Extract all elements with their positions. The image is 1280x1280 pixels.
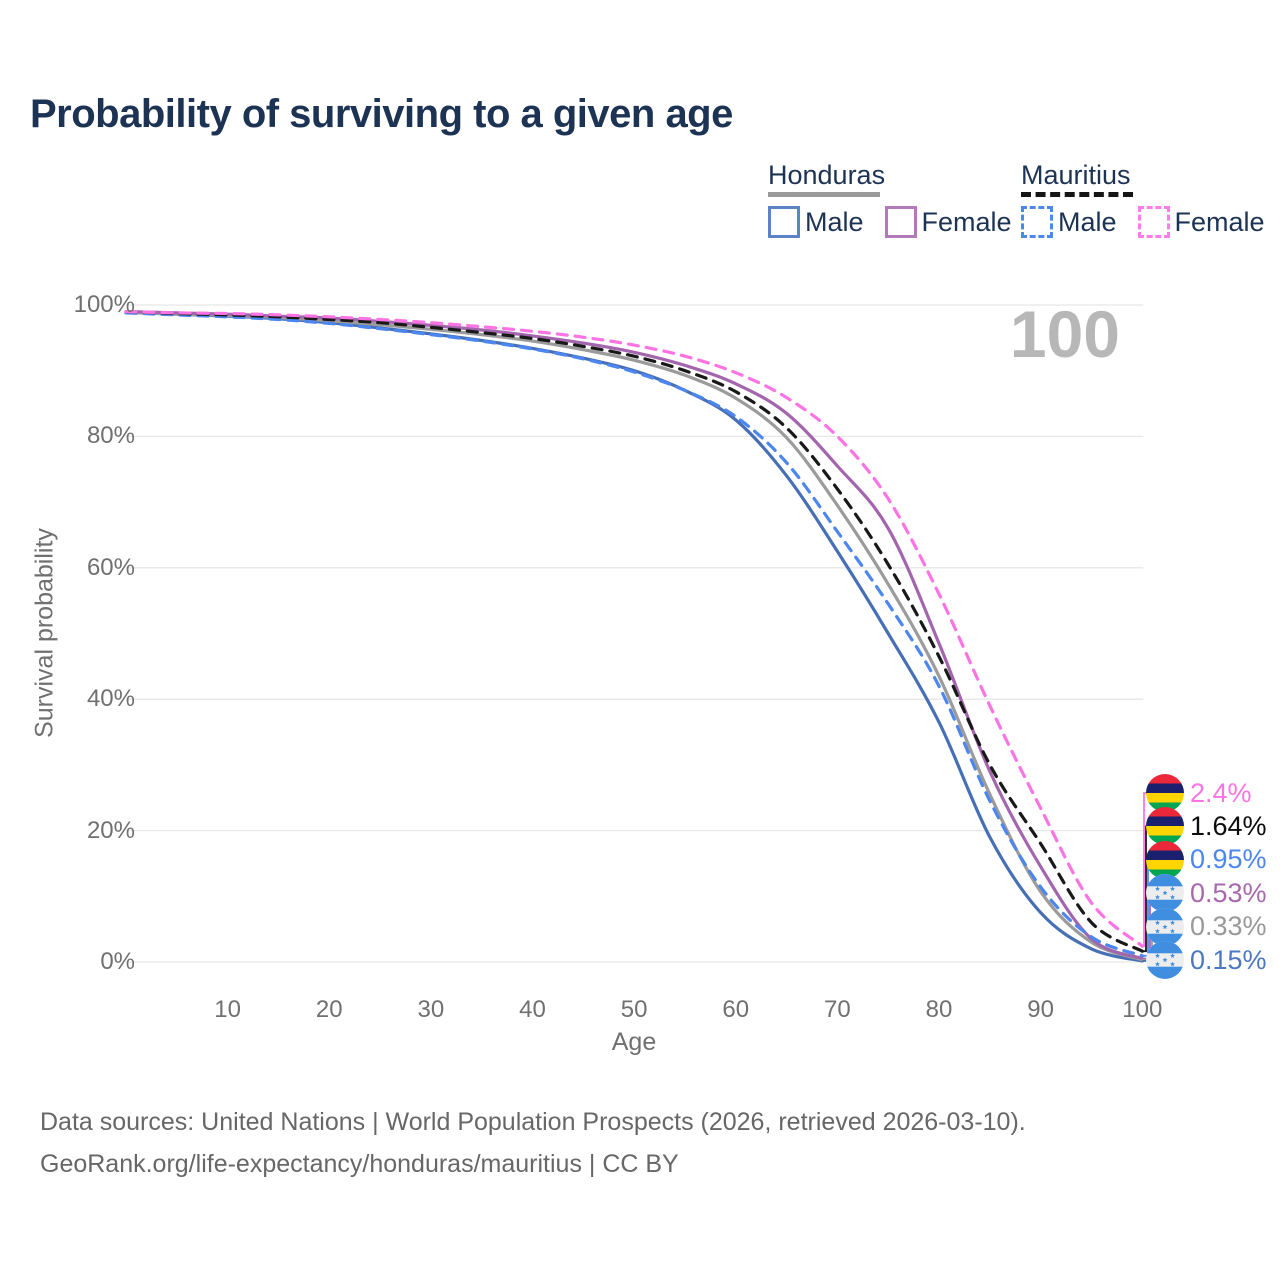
- y-tick-label: 60%: [86, 553, 135, 581]
- curve-mauritius-total: [124, 310, 1144, 953]
- end-label-value: 0.15%: [1190, 944, 1267, 975]
- x-tick-label: 30: [417, 996, 445, 1023]
- legend-mauritius-female-label: Female: [1174, 206, 1265, 237]
- end-label-value: 2.4%: [1190, 777, 1252, 808]
- legend-honduras-female-label: Female: [921, 206, 1012, 237]
- x-tick-label: 90: [1027, 996, 1054, 1023]
- legend-group-honduras: Honduras Male Female: [768, 160, 1012, 238]
- legend-honduras-male-checkbox[interactable]: [768, 206, 800, 238]
- end-label-value: 1.64%: [1190, 810, 1267, 841]
- mauritius-flag-icon: [1146, 807, 1184, 846]
- legend-mauritius-header: Mauritius: [1021, 160, 1131, 190]
- data-sources-text: Data sources: United Nations | World Pop…: [40, 1108, 1026, 1136]
- y-tick-label: 0%: [100, 948, 135, 975]
- curve-honduras-male: [124, 310, 1144, 963]
- x-tick-label: 70: [824, 996, 851, 1023]
- x-tick-label: 60: [722, 996, 750, 1023]
- legend-mauritius-male-checkbox[interactable]: [1021, 206, 1053, 238]
- y-tick-label: 20%: [86, 816, 135, 844]
- x-tick-label: 80: [925, 996, 953, 1023]
- legend-honduras-female-checkbox[interactable]: [884, 206, 917, 238]
- legend-mauritius-line-sample: [1021, 192, 1133, 197]
- end-label-value: 0.53%: [1190, 877, 1267, 908]
- end-label-value: 0.33%: [1190, 911, 1267, 942]
- honduras-flag-icon: [1146, 874, 1184, 913]
- y-tick-label: 80%: [86, 422, 135, 450]
- x-tick-label: 20: [315, 996, 343, 1023]
- age-watermark: 100: [1009, 297, 1120, 371]
- curve-mauritius-female: [124, 310, 1144, 948]
- legend-group-mauritius: Mauritius Male Female: [1021, 160, 1265, 238]
- x-tick-label: 100: [1122, 996, 1163, 1023]
- end-label-mauritius-female: 2.4%: [1146, 773, 1252, 813]
- curve-honduras-total: [124, 310, 1144, 962]
- x-axis-title: Age: [611, 1028, 657, 1056]
- honduras-flag-icon: [1146, 907, 1184, 946]
- legend-mauritius-male-label: Male: [1058, 206, 1117, 237]
- end-label-honduras-male: 0.15%: [1146, 940, 1267, 980]
- y-tick-label: 40%: [86, 685, 135, 713]
- x-tick-label: 10: [214, 996, 241, 1023]
- legend-honduras-header: Honduras: [768, 160, 886, 190]
- page-title: Probability of surviving to a given age: [30, 92, 733, 136]
- end-label-honduras-female: 0.53%: [1146, 873, 1267, 913]
- end-label-mauritius-total: 1.64%: [1146, 806, 1267, 846]
- end-label-value: 0.95%: [1190, 844, 1267, 875]
- end-label-mauritius-male: 0.95%: [1146, 840, 1267, 880]
- legend-mauritius-female-checkbox[interactable]: [1137, 206, 1170, 238]
- attribution-text: GeoRank.org/life-expectancy/honduras/mau…: [40, 1150, 679, 1178]
- curve-mauritius-male: [124, 311, 1144, 958]
- legend-honduras-line-sample: [768, 192, 880, 197]
- end-label-honduras-total: 0.33%: [1146, 907, 1267, 947]
- y-tick-label: 100%: [73, 291, 135, 318]
- x-tick-label: 40: [519, 996, 546, 1023]
- x-tick-label: 50: [620, 996, 648, 1023]
- honduras-flag-icon: [1146, 941, 1184, 979]
- curve-honduras-female: [124, 310, 1144, 961]
- mauritius-flag-icon: [1146, 774, 1184, 812]
- legend-honduras-male-label: Male: [805, 206, 864, 237]
- mauritius-flag-icon: [1146, 840, 1184, 879]
